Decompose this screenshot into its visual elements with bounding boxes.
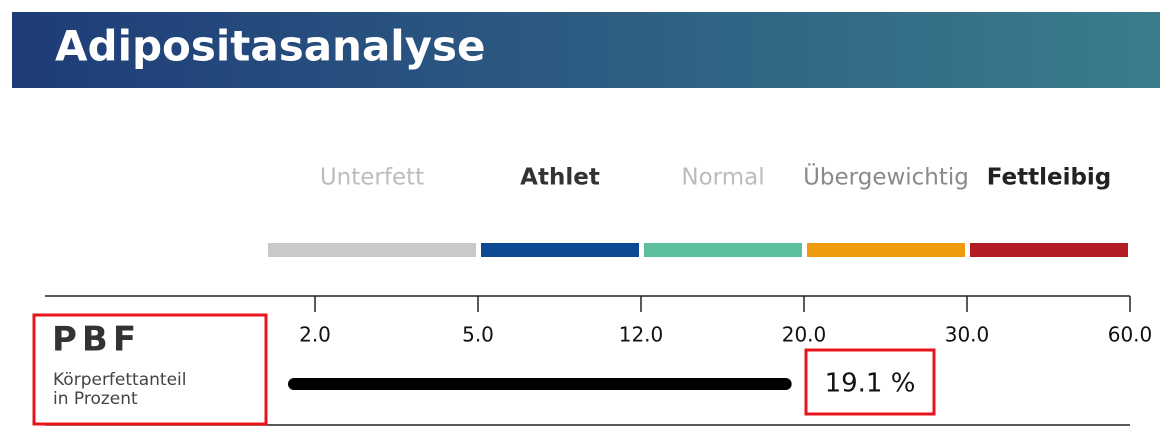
category-label: Fettleibig	[987, 165, 1112, 191]
highlight-box	[804, 348, 936, 416]
row-sublabel: Körperfettanteil	[53, 370, 186, 390]
value-label: 19.1 %	[825, 369, 916, 399]
category-label: Übergewichtig	[803, 163, 969, 191]
category-label: Unterfett	[320, 165, 424, 191]
tick-label: 30.0	[945, 323, 990, 347]
tick-label: 5.0	[462, 323, 494, 347]
header-bar	[12, 12, 1160, 88]
category-bar	[644, 243, 802, 257]
tick-label: 12.0	[619, 323, 664, 347]
tick-label: 60.0	[1108, 323, 1153, 347]
tick-label: 20.0	[782, 323, 827, 347]
tick-label: 2.0	[299, 323, 331, 347]
category-bar	[481, 243, 639, 257]
category-bar	[268, 243, 476, 257]
category-label: Athlet	[520, 165, 600, 191]
category-bar	[807, 243, 965, 257]
category-label: Normal	[681, 165, 764, 191]
header-title: Adipositasanalyse	[55, 22, 486, 71]
row-label: PBF	[52, 320, 141, 360]
category-bar	[970, 243, 1128, 257]
row-sublabel: in Prozent	[53, 389, 138, 409]
highlight-box	[32, 313, 268, 426]
